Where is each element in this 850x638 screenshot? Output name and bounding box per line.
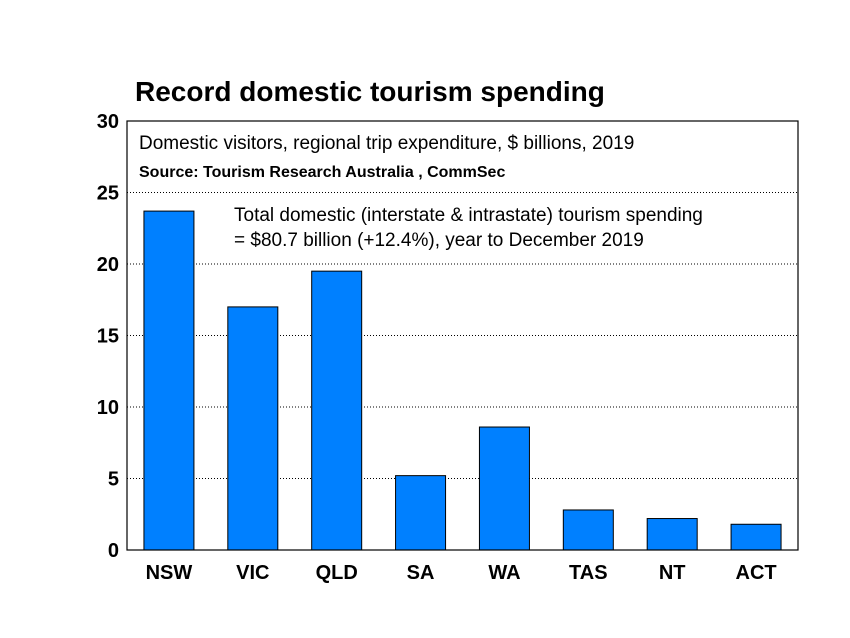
plot-frame [126,120,799,551]
bar-sa [395,475,447,551]
y-tick-label: 10 [97,397,119,419]
x-axis-ticks: NSW VIC QLD SA WA TAS NT ACT [146,562,777,584]
x-tick-label-sa: SA [407,562,435,584]
x-tick-label-wa: WA [488,562,520,584]
bar-nt [646,518,698,551]
bar-vic [227,306,279,551]
y-tick-label: 20 [97,254,119,276]
bar-tas [562,509,614,551]
x-tick-label-act: ACT [736,562,777,584]
x-tick-label-nt: NT [659,562,686,584]
chart-source: Source: Tourism Research Australia , Com… [139,164,505,181]
bar-nsw [143,210,195,551]
bar-wa [478,426,530,551]
y-tick-label: 5 [108,469,119,491]
y-axis-ticks: 0 5 10 15 20 25 30 [97,111,119,562]
bar-qld [311,270,363,551]
x-tick-label-qld: QLD [316,562,358,584]
y-tick-label: 30 [97,111,119,133]
bars [143,210,782,551]
chart-title: Record domestic tourism spending [135,76,605,107]
x-tick-label-tas: TAS [569,562,608,584]
y-tick-label: 25 [97,183,119,205]
annotation-line-1: Total domestic (interstate & intrastate)… [234,205,703,226]
x-tick-label-nsw: NSW [146,562,193,584]
bar-act [730,523,782,551]
annotation-line-2: = $80.7 billion (+12.4%), year to Decemb… [234,230,644,251]
y-tick-label: 15 [97,326,119,348]
chart-subtitle: Domestic visitors, regional trip expendi… [139,133,634,154]
x-tick-label-vic: VIC [236,562,269,584]
y-tick-label: 0 [108,540,119,562]
